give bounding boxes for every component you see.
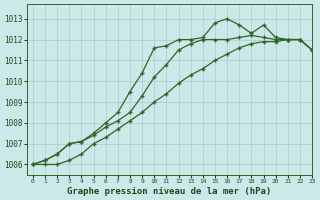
X-axis label: Graphe pression niveau de la mer (hPa): Graphe pression niveau de la mer (hPa): [67, 187, 272, 196]
